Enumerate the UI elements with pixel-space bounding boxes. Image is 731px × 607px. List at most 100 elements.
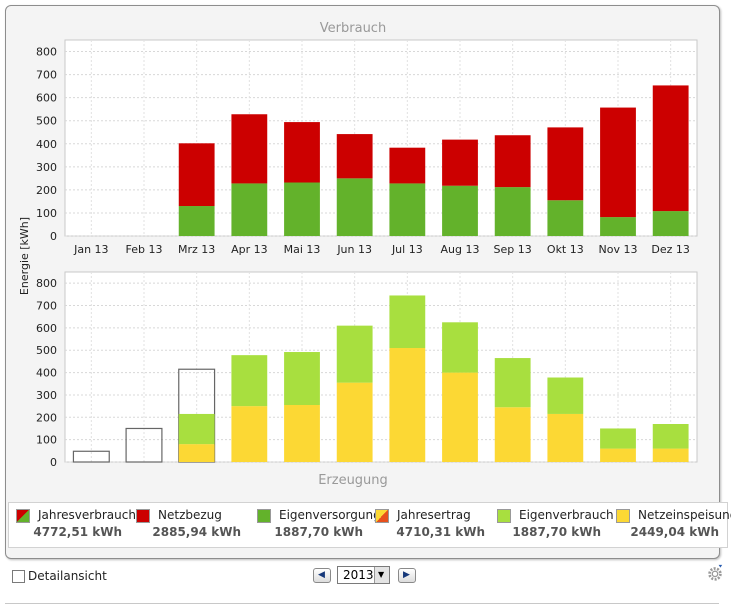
bar-eigenverbrauch — [284, 352, 320, 405]
y-tick-label: 200 — [36, 411, 57, 424]
legend-value: 4710,31 kWh — [396, 525, 485, 539]
legend-swatch — [16, 509, 30, 523]
bar-netzeinspeisung — [600, 448, 636, 462]
legend: Jahresverbrauch 4772,51 kWh Netzbezug 2885,… — [8, 502, 731, 548]
bar-netzbezug — [336, 134, 373, 179]
bar-netzbezug — [178, 143, 215, 207]
bar-eigenversorgung — [336, 178, 373, 236]
legend-label: Netzeinspeisung — [638, 508, 731, 522]
triangle-left-icon: ◀ — [318, 570, 325, 580]
bar-eigenverbrauch — [494, 358, 531, 408]
bar-netzeinspeisung — [178, 444, 215, 462]
footer-bar: Detailansicht ◀ 2013 ▼ ▶ — [0, 560, 731, 606]
consumption-chart: 0 100 200 300 400 500 600 700 800 Jan 13 Feb 13 Mrz… — [36, 39, 698, 256]
bar-netzeinspeisung — [442, 372, 478, 462]
bar-eigenverbrauch — [652, 424, 689, 449]
legend-value: 4772,51 kWh — [33, 525, 122, 539]
year-select[interactable]: 2013 ▼ — [337, 566, 390, 584]
bar-netzeinspeisung — [652, 448, 689, 462]
triangle-right-icon: ▶ — [403, 570, 410, 580]
y-tick-label: 600 — [36, 322, 57, 335]
plot-area — [64, 271, 698, 463]
x-tick-label: Jun 13 — [336, 243, 372, 256]
bar-eigenverbrauch — [600, 428, 636, 449]
bar-eigenverbrauch — [442, 322, 478, 373]
bar-netzeinspeisung — [336, 382, 373, 462]
bar-netzeinspeisung — [494, 407, 531, 462]
production-chart: 0 100 200 300 400 500 600 700 800 — [36, 271, 698, 469]
outline-bar — [72, 450, 110, 463]
legend-swatch — [375, 509, 389, 523]
year-dropdown-button[interactable]: ▼ — [374, 567, 389, 583]
legend-value: 2885,94 kWh — [152, 525, 241, 539]
next-year-button[interactable]: ▶ — [398, 568, 416, 583]
x-tick-label: Jul 13 — [391, 243, 423, 256]
y-tick-label: 800 — [36, 46, 57, 59]
consumption-title: Verbrauch — [320, 21, 386, 36]
bar-netzbezug — [389, 147, 426, 184]
x-tick-label: Apr 13 — [231, 243, 268, 256]
bar-eigenverbrauch — [336, 325, 373, 383]
y-tick-label: 200 — [36, 184, 57, 197]
y-tick-label: 400 — [36, 138, 57, 151]
previous-year-button[interactable]: ◀ — [313, 568, 331, 583]
legend-label: Eigenverbrauch — [519, 508, 614, 522]
production-title: Erzeugung — [318, 473, 388, 488]
bar-eigenverbrauch — [389, 295, 426, 348]
bar-eigenversorgung — [284, 182, 320, 236]
bar-eigenverbrauch — [547, 377, 584, 414]
legend-value: 1887,70 kWh — [274, 525, 363, 539]
bar-eigenversorgung — [600, 217, 636, 236]
x-tick-label: Sep 13 — [494, 243, 532, 256]
bar-netzbezug — [442, 139, 478, 186]
bar-netzbezug — [494, 135, 531, 188]
x-tick-label: Mai 13 — [284, 243, 321, 256]
legend-value: 2449,04 kWh — [630, 525, 719, 539]
y-tick-label: 300 — [36, 161, 57, 174]
bar-eigenverbrauch — [178, 413, 215, 445]
bar-netzeinspeisung — [231, 406, 268, 462]
y-tick-label: 400 — [36, 367, 57, 380]
energy-chart: 0 100 200 300 400 500 600 700 800 Jan 13 Feb 13 Mrz… — [18, 21, 698, 488]
bar-netzbezug — [284, 122, 320, 183]
y-tick-label: 100 — [36, 434, 57, 447]
legend-label: Jahresertrag — [397, 508, 471, 522]
bar-netzbezug — [231, 114, 268, 184]
detail-view-label[interactable]: Detailansicht — [28, 569, 107, 583]
x-tick-label: Feb 13 — [126, 243, 163, 256]
legend-label: Jahresverbrauch — [38, 508, 136, 522]
x-tick-label: Dez 13 — [651, 243, 690, 256]
bar-netzbezug — [652, 85, 689, 212]
bar-netzeinspeisung — [547, 413, 584, 462]
bar-eigenversorgung — [178, 206, 215, 236]
y-tick-label: 300 — [36, 389, 57, 402]
detail-view-checkbox[interactable] — [12, 570, 25, 583]
bar-eigenversorgung — [389, 183, 426, 236]
bar-eigenversorgung — [231, 183, 268, 236]
bar-netzbezug — [600, 107, 636, 218]
gear-icon[interactable] — [706, 564, 724, 582]
legend-label: Eigenversorgung — [279, 508, 381, 522]
outline-bar — [125, 427, 163, 463]
y-tick-label: 700 — [36, 69, 57, 82]
y-tick-label: 0 — [50, 230, 57, 243]
y-tick-label: 100 — [36, 207, 57, 220]
legend-label: Netzbezug — [158, 508, 222, 522]
x-tick-label: Mrz 13 — [178, 243, 215, 256]
bar-netzeinspeisung — [389, 348, 426, 462]
y-tick-label: 700 — [36, 300, 57, 313]
plot-area — [64, 39, 698, 237]
y-tick-label: 500 — [36, 344, 57, 357]
bar-eigenversorgung — [494, 187, 531, 236]
divider — [5, 603, 719, 607]
y-tick-label: 0 — [50, 456, 57, 469]
legend-swatch — [136, 509, 150, 523]
x-tick-label: Jan 13 — [73, 243, 108, 256]
legend-swatch — [616, 509, 630, 523]
y-tick-label: 800 — [36, 277, 57, 290]
legend-swatch — [257, 509, 271, 523]
bar-netzeinspeisung — [284, 405, 320, 462]
x-tick-label: Okt 13 — [547, 243, 584, 256]
year-value: 2013 — [343, 568, 374, 582]
chevron-down-icon: ▼ — [378, 570, 385, 579]
